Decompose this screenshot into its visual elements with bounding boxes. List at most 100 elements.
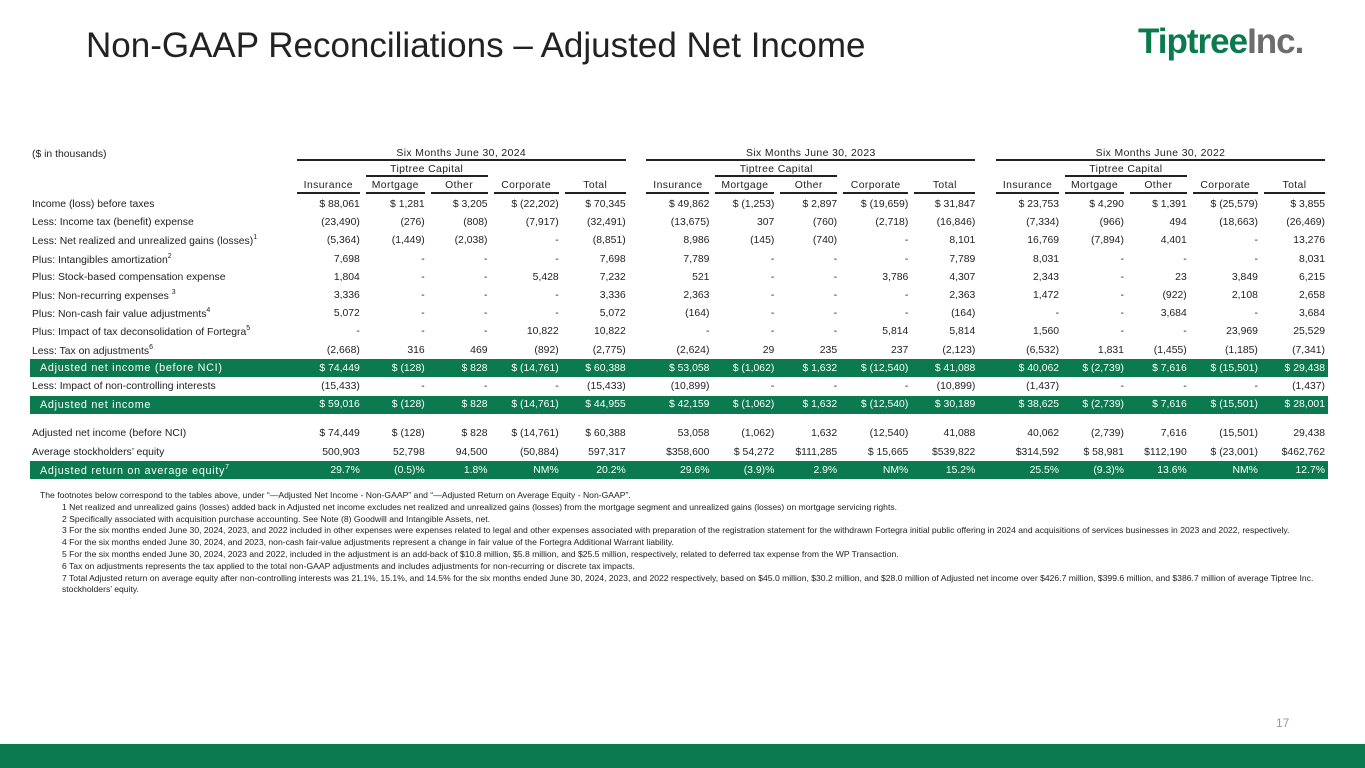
- row-label-text: Less: Net realized and unrealized gains …: [32, 236, 254, 248]
- value-cell: -: [770, 253, 775, 265]
- period-header-row: ($ in thousands) Six Months June 30, 202…: [30, 146, 1328, 163]
- footnotes: The footnotes below correspond to the ta…: [40, 490, 1330, 596]
- value-cell: -: [770, 271, 775, 283]
- value-cell: NM%: [490, 461, 562, 480]
- value-cell: $112,190: [1144, 446, 1187, 458]
- value-cell: -: [421, 271, 425, 283]
- row-label: Income (loss) before taxes: [30, 196, 294, 214]
- row-label: [30, 414, 294, 425]
- table-row: Plus: Non-recurring expenses 3 3,336 - - - 3,…: [30, 286, 1328, 304]
- value-cell: $ (1,062): [712, 359, 778, 378]
- value-cell: -: [1120, 380, 1124, 392]
- value-cell: (5,364): [326, 235, 360, 247]
- value-cell: 3,684: [1160, 308, 1187, 320]
- value-cell: 52,798: [392, 446, 425, 458]
- value-cell: (13,675): [670, 217, 710, 229]
- column-header: Mortgage: [363, 179, 428, 196]
- value-cell: $ 31,847: [934, 199, 976, 211]
- value-cell: 94,500: [455, 446, 488, 458]
- value-cell: (1,062): [741, 428, 775, 440]
- table-row: Average stockholders’ equity 500,903 52,79…: [30, 443, 1328, 461]
- value-cell: (922): [1162, 290, 1187, 302]
- value-cell: -: [555, 380, 559, 392]
- value-cell: 25,529: [1293, 326, 1325, 338]
- value-cell: 500,903: [322, 446, 360, 458]
- value-cell: -: [1254, 308, 1258, 320]
- row-label: Plus: Non-cash fair value adjustments4: [30, 305, 294, 323]
- value-cell: (7,341): [1292, 344, 1325, 356]
- value-cell: (2,624): [676, 344, 710, 356]
- column-header: Total: [911, 179, 978, 196]
- value-cell: 29: [762, 344, 775, 356]
- value-cell: $ (15,501): [1189, 395, 1261, 414]
- period-2024: Six Months June 30, 2024: [296, 148, 626, 161]
- value-cell: 4,401: [1160, 235, 1187, 247]
- value-cell: (1,437): [1292, 380, 1325, 392]
- value-cell: 2,363: [949, 290, 976, 302]
- value-cell: 2,363: [683, 290, 710, 302]
- value-cell: (2,668): [326, 344, 360, 356]
- value-cell: (1,437): [1026, 380, 1060, 392]
- value-cell: -: [421, 290, 425, 302]
- value-cell: (18,663): [1219, 217, 1258, 229]
- value-cell: (9.3)%: [1062, 461, 1127, 480]
- period-header: Six Months June 30, 2022: [993, 146, 1328, 163]
- value-cell: $ 88,061: [319, 199, 360, 211]
- column-header-label: Insurance: [646, 180, 710, 195]
- column-header-label: Corporate: [843, 180, 909, 195]
- value-cell: $ 44,955: [561, 395, 629, 414]
- units-label: ($ in thousands): [32, 148, 107, 160]
- row-label-text: Less: Impact of non-controlling interest…: [32, 380, 216, 392]
- value-cell: (808): [463, 217, 488, 229]
- value-cell: -: [484, 290, 488, 302]
- group-header-row: Tiptree Capital Tiptree Capital Tiptree …: [30, 163, 1328, 180]
- value-cell: 13,276: [1293, 235, 1325, 247]
- value-cell: (740): [812, 235, 838, 247]
- value-cell: 29.6%: [643, 461, 713, 480]
- value-cell: 10,822: [526, 326, 559, 338]
- value-cell: $ (12,540): [840, 395, 912, 414]
- value-cell: (7,334): [1026, 217, 1060, 229]
- value-cell: -: [1183, 380, 1187, 392]
- value-cell: 1,831: [1097, 344, 1124, 356]
- row-label-text: Adjusted net income (before NCI): [32, 428, 187, 440]
- column-header-label: Mortgage: [365, 180, 425, 195]
- value-cell: $ 40,062: [992, 359, 1063, 378]
- value-cell: $ (19,659): [860, 199, 909, 211]
- value-cell: 7,698: [599, 253, 626, 265]
- table-row: Plus: Stock-based compensation expense 1,…: [30, 268, 1328, 286]
- value-cell: 597,317: [588, 446, 626, 458]
- value-cell: $ 2,897: [802, 199, 838, 211]
- value-cell: 2,108: [1231, 290, 1258, 302]
- value-cell: 521: [692, 271, 710, 283]
- value-cell: 3,684: [1298, 308, 1325, 320]
- value-cell: $ 53,058: [643, 359, 713, 378]
- row-label-text: Plus: Non-cash fair value adjustments: [32, 309, 207, 321]
- row-label-text: Plus: Non-recurring expenses: [32, 291, 172, 303]
- value-cell: -: [904, 380, 909, 392]
- value-cell: $314,592: [1015, 446, 1060, 458]
- column-header: Other: [1127, 179, 1190, 196]
- value-cell: (164): [951, 308, 976, 320]
- row-label: Less: Net realized and unrealized gains …: [30, 232, 294, 250]
- value-cell: -: [421, 326, 425, 338]
- value-cell: 1,472: [1033, 290, 1060, 302]
- value-cell: (15,433): [587, 380, 626, 392]
- footnote: 3 For the six months ended June 30, 2024…: [62, 525, 1290, 536]
- value-cell: NM%: [840, 461, 912, 480]
- logo-part1: Tiptree: [1138, 22, 1248, 61]
- value-cell: $ (12,540): [840, 359, 912, 378]
- column-header-label: Total: [564, 180, 626, 195]
- value-cell: -: [904, 290, 909, 302]
- value-cell: 2.9%: [777, 461, 841, 480]
- value-cell: (23,490): [321, 217, 360, 229]
- value-cell: $ 828: [427, 395, 491, 414]
- value-cell: 5,428: [532, 271, 559, 283]
- spacer-row: [30, 414, 1328, 425]
- value-cell: 3,336: [333, 290, 360, 302]
- row-label-text: Average stockholders’ equity: [32, 446, 165, 458]
- value-cell: $ (23,001): [1210, 446, 1258, 458]
- value-cell: 2,343: [1033, 271, 1060, 283]
- value-cell: $ (14,761): [511, 428, 559, 440]
- value-cell: $ 28,001: [1260, 395, 1328, 414]
